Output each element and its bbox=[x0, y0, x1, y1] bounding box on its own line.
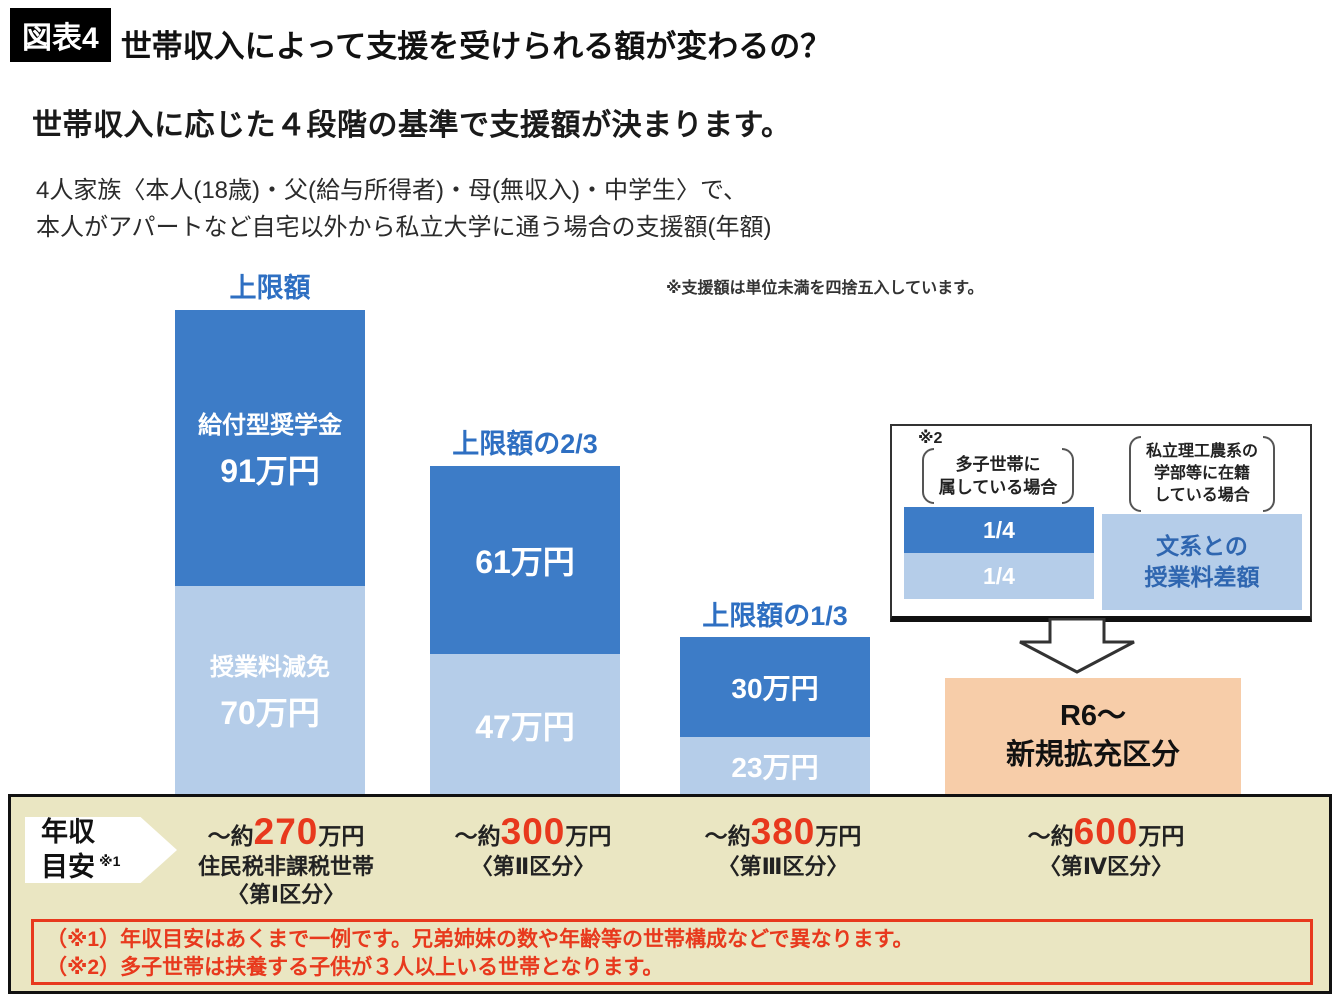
condition-stem: 私立理工農系の 学部等に在籍 している場合 bbox=[1100, 436, 1304, 512]
footnotes-box: （※1）年収目安はあくまで一例です。兄弟姉妹の数や年齢等の世帯構成などで異なりま… bbox=[31, 919, 1313, 985]
bar3-scholarship-value: 30万円 bbox=[731, 673, 819, 704]
condition-stem-line3: している場合 bbox=[1154, 487, 1250, 504]
new-category-line1: R6〜 bbox=[1059, 700, 1127, 732]
footnote-1: （※1）年収目安はあくまで一例です。兄弟姉妹の数や年齢等の世帯構成などで異なりま… bbox=[46, 928, 914, 951]
figure-header: 図表4 世帯収入によって支援を受けられる額が変わるの？ bbox=[10, 8, 831, 66]
condition-multichild-line1: 多子世帯に bbox=[955, 455, 1041, 474]
bar2-scholarship-segment: 61万円 bbox=[430, 466, 620, 654]
income-col-4-amount: 〜約 600 万円 bbox=[1028, 811, 1185, 853]
approx-prefix: 〜約 bbox=[704, 823, 751, 849]
income-col-4-bracket: 〈第Ⅳ区分〉 bbox=[1038, 854, 1174, 879]
income-col-2-amount: 〜約 300 万円 bbox=[455, 811, 612, 853]
amount-unit: 万円 bbox=[1138, 823, 1185, 849]
income-col-1-amount: 〜約 270 万円 bbox=[208, 811, 365, 853]
footnote-2: （※2）多子世帯は扶養する子供が３人以上いる世帯となります。 bbox=[46, 956, 664, 979]
income-guide-line2: 目安 ※1 bbox=[41, 847, 177, 882]
description-line1: 4人家族〈本人(18歳)・父(給与所得者)・母(無収入)・中学生〉で、 bbox=[36, 177, 748, 204]
description-line2: 本人がアパートなど自宅以外から私立大学に通う場合の支援額(年額) bbox=[36, 214, 772, 241]
new-category-line2: 新規拡充区分 bbox=[1005, 739, 1180, 771]
new-category-box: R6〜 新規拡充区分 bbox=[945, 678, 1241, 794]
bar3-tuition-segment: 23万円 bbox=[680, 737, 870, 795]
amount-number: 380 bbox=[750, 811, 816, 852]
bracket-right-icon bbox=[1062, 448, 1075, 504]
bar1-tuition-name: 授業料減免 bbox=[210, 654, 330, 681]
amount-number: 600 bbox=[1073, 811, 1139, 852]
approx-prefix: 〜約 bbox=[454, 823, 501, 849]
income-guide-ref: ※1 bbox=[99, 853, 121, 869]
bar1-label: 上限額 bbox=[229, 273, 311, 303]
expansion-box: ※2 多子世帯に 属している場合 私立理工農系の 学部等に在籍 している場合 1… bbox=[890, 424, 1312, 622]
income-band: 年収 目安 ※1 〜約 270 万円 住民税非課税世帯 〈第Ⅰ区分〉 〜約 300 万円 … bbox=[8, 794, 1332, 994]
bracket-left-icon bbox=[1128, 436, 1141, 512]
bar1-scholarship-value: 91万円 bbox=[220, 452, 320, 489]
income-guide-line1: 年収 bbox=[41, 817, 95, 847]
income-guide-label: 年収 目安 ※1 bbox=[25, 817, 177, 883]
tuition-difference-line1: 文系との bbox=[1156, 533, 1248, 559]
income-col-4: 〜約 600 万円 〈第Ⅳ区分〉 bbox=[996, 811, 1216, 881]
income-guide-line2-text: 目安 bbox=[41, 852, 95, 882]
income-col-1-bracket: 〈第Ⅰ区分〉 bbox=[226, 882, 346, 907]
subtitle: 世帯収入に応じた４段階の基準で支援額が決まります。 bbox=[32, 109, 792, 142]
expansion-ref: ※2 bbox=[918, 430, 943, 447]
income-col-3-amount: 〜約 380 万円 bbox=[705, 811, 862, 853]
fraction-quarter-bottom: 1/4 bbox=[904, 553, 1094, 599]
figure-title: 世帯収入によって支援を受けられる額が変わるの？ bbox=[120, 29, 832, 65]
amount-unit: 万円 bbox=[565, 823, 612, 849]
condition-stem-text: 私立理工農系の 学部等に在籍 している場合 bbox=[1146, 441, 1258, 507]
amount-number: 300 bbox=[500, 811, 566, 852]
tuition-difference-line2: 授業料差額 bbox=[1144, 564, 1260, 590]
amount-unit: 万円 bbox=[815, 823, 862, 849]
figure-tag: 図表4 bbox=[10, 8, 111, 62]
bar1-tuition-value: 70万円 bbox=[220, 695, 320, 731]
amount-number: 270 bbox=[253, 811, 319, 852]
bar2-tuition-segment: 47万円 bbox=[430, 654, 620, 795]
bar1-tuition-segment: 授業料減免 70万円 bbox=[175, 586, 365, 795]
condition-stem-line1: 私立理工農系の bbox=[1145, 443, 1258, 460]
condition-multichild-line2: 属している場合 bbox=[938, 478, 1058, 497]
bracket-right-icon bbox=[1263, 436, 1275, 512]
bar2-tuition-value: 47万円 bbox=[475, 708, 575, 745]
bar1-scholarship-name: 給付型奨学金 bbox=[198, 411, 342, 439]
income-col-1-sub: 住民税非課税世帯 bbox=[197, 854, 374, 879]
bar3-tuition-value: 23万円 bbox=[731, 752, 819, 783]
fraction-quarter-top: 1/4 bbox=[904, 507, 1094, 553]
approx-prefix: 〜約 bbox=[1027, 823, 1074, 849]
bracket-left-icon bbox=[921, 448, 934, 504]
bar1-scholarship-segment: 給付型奨学金 91万円 bbox=[175, 310, 365, 586]
rounding-note: ※支援額は単位未満を四捨五入しています。 bbox=[666, 280, 984, 297]
income-col-2-bracket: 〈第Ⅱ区分〉 bbox=[470, 854, 596, 879]
condition-multichild: 多子世帯に 属している場合 bbox=[900, 448, 1096, 504]
income-col-3-bracket: 〈第Ⅲ区分〉 bbox=[717, 854, 849, 879]
income-col-2: 〜約 300 万円 〈第Ⅱ区分〉 bbox=[423, 811, 643, 881]
income-col-1: 〜約 270 万円 住民税非課税世帯 〈第Ⅰ区分〉 bbox=[163, 811, 409, 909]
bar2-scholarship-value: 61万円 bbox=[475, 544, 575, 580]
bar3-scholarship-segment: 30万円 bbox=[680, 637, 870, 737]
condition-stem-line2: 学部等に在籍 bbox=[1153, 465, 1250, 482]
approx-prefix: 〜約 bbox=[207, 823, 254, 849]
bar2-label: 上限額の2/3 bbox=[452, 429, 598, 459]
amount-unit: 万円 bbox=[318, 823, 365, 849]
income-col-3: 〜約 380 万円 〈第Ⅲ区分〉 bbox=[673, 811, 893, 881]
down-arrow-icon bbox=[1019, 618, 1135, 674]
condition-multichild-text: 多子世帯に 属している場合 bbox=[939, 453, 1058, 499]
bar3-label: 上限額の1/3 bbox=[702, 601, 848, 631]
tuition-difference-block: 文系との 授業料差額 bbox=[1102, 514, 1302, 610]
description: 4人家族〈本人(18歳)・父(給与所得者)・母(無収入)・中学生〉で、 本人がア… bbox=[36, 172, 772, 246]
